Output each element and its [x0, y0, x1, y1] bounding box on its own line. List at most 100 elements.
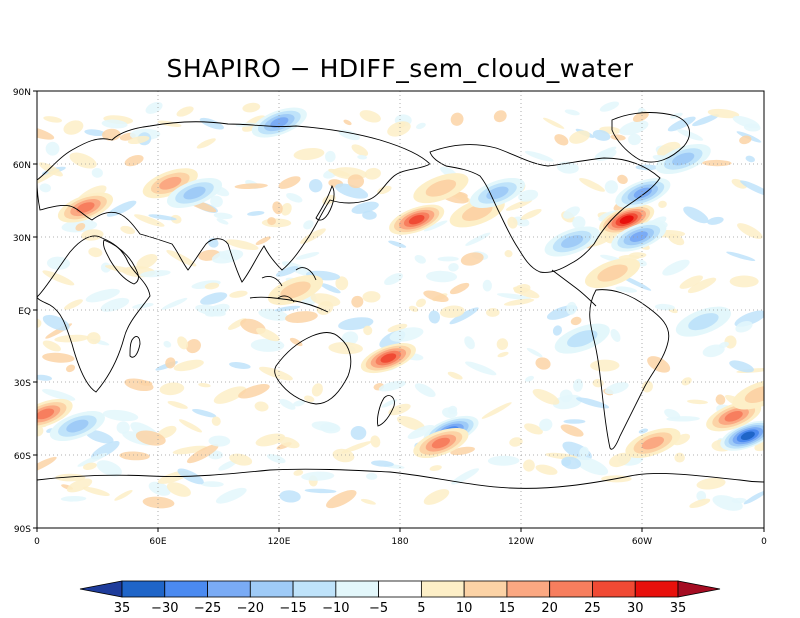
negative-anomaly [740, 431, 755, 441]
field-speckle [142, 496, 175, 509]
field-speckle [726, 251, 756, 262]
coastline-antarctica [37, 468, 764, 489]
field-speckle [138, 380, 153, 386]
field-speckle [408, 305, 419, 312]
field-speckle [77, 452, 108, 467]
field-speckle [172, 445, 208, 455]
field-speckle [75, 222, 86, 231]
field-speckle [743, 490, 764, 505]
field-speckle [279, 490, 301, 503]
field-speckle [211, 416, 221, 426]
positive-anomaly [408, 214, 425, 225]
lon-label-120w: 120W [508, 537, 534, 547]
field-speckle [54, 334, 89, 343]
field-speckle [351, 201, 379, 214]
field-speckle [707, 108, 740, 119]
field-speckle [86, 332, 101, 345]
field-speckle [460, 252, 484, 266]
field-speckle [328, 342, 363, 355]
field-speckle [55, 473, 86, 482]
field-speckle [683, 206, 709, 224]
field-speckle [628, 252, 647, 259]
field-speckle [523, 459, 535, 472]
field-speckle [229, 453, 253, 466]
field-speckle [100, 262, 111, 273]
coastline-north-america [429, 144, 661, 273]
field-speckle [672, 433, 691, 446]
field-speckle [532, 388, 560, 405]
field-speckle [677, 129, 704, 141]
field-speckle [560, 424, 584, 437]
field-speckle [359, 110, 381, 123]
field-speckle [449, 282, 470, 295]
field-speckle [177, 336, 189, 350]
field-speckle [370, 435, 381, 448]
colorbar-box [549, 580, 593, 598]
field-speckle [493, 110, 507, 123]
field-speckle [173, 359, 204, 372]
field-speckle [357, 154, 368, 160]
field-speckle [88, 247, 103, 258]
field-speckle [482, 279, 492, 292]
field-speckle [702, 344, 725, 358]
field-speckle [102, 409, 139, 422]
field-speckle [204, 282, 220, 290]
field-speckle [524, 150, 554, 162]
field-speckle [525, 375, 534, 382]
field-speckle [280, 202, 292, 216]
negative-anomaly [183, 186, 206, 200]
field-speckle [295, 252, 320, 260]
field-speckle [442, 407, 458, 418]
field-speckle [451, 468, 480, 485]
field-speckle [101, 119, 128, 129]
field-speckle [332, 448, 355, 463]
field-speckle [258, 308, 289, 321]
field-speckle [167, 400, 188, 409]
field-speckle [590, 359, 620, 372]
colorbar-label: −5 [369, 601, 388, 616]
field-speckle [145, 101, 163, 114]
coastline-south-america [589, 289, 670, 450]
field-speckle [136, 254, 158, 269]
field-speckle [347, 174, 365, 189]
field-speckle [165, 357, 176, 369]
positive-anomaly [37, 408, 55, 420]
field-speckle [464, 336, 475, 350]
field-speckle [275, 266, 299, 277]
field-speckle [279, 399, 296, 410]
field-speckle [200, 481, 224, 488]
coastlines [37, 112, 764, 489]
field-speckle [487, 455, 520, 466]
coastline-arabia [103, 239, 139, 285]
field-speckle [572, 216, 586, 230]
colorbar-box [634, 580, 679, 598]
field-speckle [387, 121, 411, 137]
field-speckle [320, 422, 341, 434]
field-speckle [335, 183, 369, 199]
field-speckle [278, 176, 301, 189]
positive-anomaly [431, 437, 450, 449]
field-speckle [140, 270, 171, 278]
field-speckle [745, 155, 756, 163]
field-speckle [157, 120, 182, 127]
field-speckle [679, 275, 703, 289]
field-speckle [737, 223, 763, 239]
field-speckle [366, 472, 378, 480]
field-speckle [96, 460, 122, 477]
field-speckle [303, 220, 314, 230]
tick-marks [33, 90, 765, 532]
field-speckle [689, 498, 711, 509]
positive-anomaly [744, 385, 764, 404]
coastline-madagascar [129, 336, 141, 358]
field-speckle [166, 249, 197, 267]
lon-labels: 0 60E 120E 180 120W 60W 0 [34, 537, 767, 547]
positive-anomaly [425, 179, 457, 197]
field-speckle [326, 490, 357, 509]
field-speckle [200, 292, 228, 305]
field-speckle [396, 415, 425, 431]
field-speckle [211, 249, 244, 264]
colorbar-label: 35 [114, 601, 131, 616]
field-speckle [449, 307, 479, 325]
field-speckle [256, 327, 280, 342]
field-speckle [507, 216, 518, 229]
